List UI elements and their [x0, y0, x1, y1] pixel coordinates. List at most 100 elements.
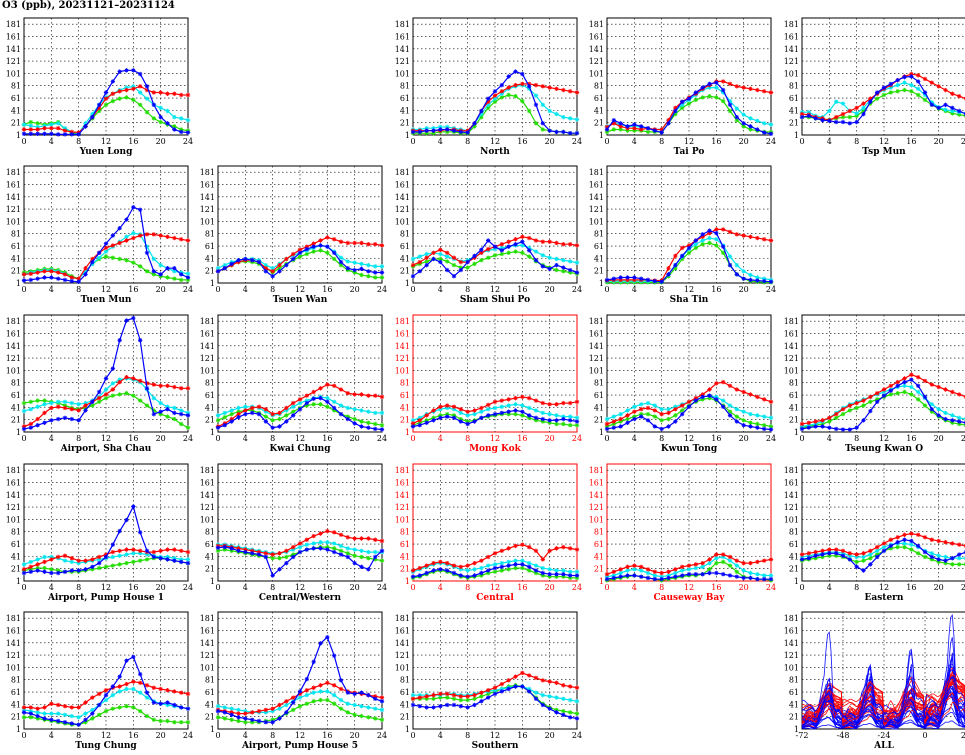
data-point-cyan [83, 711, 88, 716]
data-point-blue [144, 250, 150, 256]
y-tick-label: 1 [405, 428, 410, 437]
data-point-blue [379, 427, 385, 432]
data-point-red [158, 548, 163, 554]
data-point-green [444, 411, 450, 417]
data-point-red [485, 402, 491, 408]
data-point-green [574, 423, 580, 428]
data-point-green [366, 715, 371, 720]
data-point-red [727, 554, 733, 560]
x-tick-label: 0 [410, 137, 415, 146]
data-point-cyan [472, 411, 477, 417]
data-point-cyan [604, 416, 610, 422]
data-point-cyan [768, 573, 774, 578]
data-point-blue [124, 318, 129, 323]
data-point-blue [820, 552, 825, 557]
data-point-green [431, 130, 436, 136]
data-point-blue [76, 722, 81, 727]
data-point-cyan [761, 573, 767, 578]
data-point-green [165, 718, 170, 724]
data-point-red [158, 686, 163, 692]
data-point-cyan [679, 102, 685, 108]
data-point-green [827, 419, 832, 424]
data-point-cyan [666, 407, 671, 412]
data-point-green [352, 270, 357, 275]
data-point-cyan [693, 565, 699, 571]
data-point-red [950, 91, 955, 96]
data-point-cyan [345, 701, 351, 706]
y-tick-label: 121 [200, 503, 215, 512]
data-point-blue [513, 562, 518, 567]
data-point-cyan [110, 381, 116, 386]
data-point-red [417, 259, 423, 265]
data-point-green [861, 403, 866, 408]
data-point-red [499, 681, 505, 687]
data-point-blue [574, 419, 580, 424]
data-point-cyan [465, 413, 470, 418]
data-point-green [854, 559, 859, 565]
data-point-cyan [840, 551, 846, 556]
data-point-cyan [304, 542, 310, 547]
data-point-green [632, 414, 637, 419]
data-point-red [520, 81, 525, 87]
data-point-blue [632, 416, 637, 422]
data-point-blue [479, 108, 484, 114]
data-point-green [499, 95, 505, 100]
data-point-green [338, 262, 344, 268]
data-point-red [561, 400, 566, 406]
data-point-blue [49, 275, 54, 280]
data-point-cyan [659, 574, 664, 579]
y-tick-label: 181 [589, 20, 604, 29]
y-tick-label: 121 [395, 651, 410, 660]
x-tick-label: 4 [49, 583, 54, 592]
data-point-cyan [520, 243, 525, 248]
data-point-blue [311, 659, 316, 665]
data-point-red [833, 411, 839, 417]
data-point-green [854, 113, 859, 119]
data-point-blue [458, 129, 464, 135]
data-point-blue [755, 576, 760, 582]
data-point-green [35, 398, 40, 403]
data-point-blue [69, 568, 75, 573]
data-point-blue [727, 573, 733, 578]
data-point-red [820, 548, 825, 554]
data-point-cyan [243, 708, 248, 714]
y-tick-label: 81 [400, 379, 410, 388]
data-point-blue [410, 129, 416, 135]
data-point-red [768, 90, 774, 95]
data-point-green [827, 553, 832, 558]
data-point-red [137, 378, 143, 384]
data-point-cyan [158, 105, 163, 111]
y-tick-label: 41 [789, 700, 799, 709]
data-point-red [185, 238, 191, 243]
data-point-green [243, 720, 248, 725]
data-point-blue [567, 267, 573, 273]
data-point-green [28, 399, 34, 405]
x-tick-label: 12 [101, 285, 111, 294]
data-point-red [485, 554, 491, 560]
plot-frame [217, 165, 383, 284]
x-tick-label: -72 [796, 731, 809, 740]
data-point-green [352, 416, 357, 422]
y-tick-label: 141 [200, 193, 215, 202]
data-point-red [110, 387, 116, 392]
data-point-red [28, 421, 34, 427]
data-point-blue [936, 557, 941, 562]
y-tick-label: 181 [784, 614, 799, 623]
plot-frame [606, 17, 772, 136]
data-point-blue [827, 118, 832, 124]
data-point-red [165, 91, 170, 96]
data-point-green [768, 424, 774, 429]
data-point-green [144, 110, 150, 115]
data-point-blue [574, 573, 580, 578]
data-point-red [768, 238, 774, 243]
x-tick-label: 24 [572, 583, 582, 592]
data-point-blue [338, 678, 344, 683]
data-point-blue [513, 408, 518, 413]
data-point-green [431, 696, 436, 702]
data-point-cyan [90, 707, 95, 713]
data-point-green [185, 277, 191, 283]
y-tick-label: 81 [594, 230, 604, 239]
data-point-blue [185, 560, 191, 566]
